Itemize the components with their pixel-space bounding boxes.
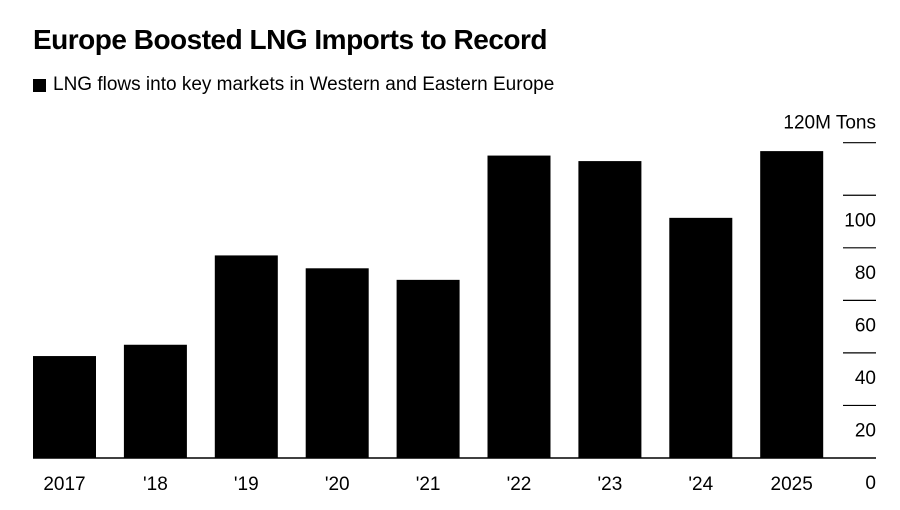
x-tick-label: '23 (598, 474, 623, 495)
y-tick-label: 100 (844, 210, 876, 231)
bar (123, 344, 187, 458)
bar (578, 161, 642, 458)
legend: LNG flows into key markets in Western an… (33, 74, 554, 96)
y-tick-label: 60 (855, 315, 876, 336)
bar (214, 255, 278, 458)
y-tick-label: 40 (855, 368, 876, 389)
chart-title: Europe Boosted LNG Imports to Record (33, 24, 548, 55)
bar (760, 151, 824, 458)
bar (396, 279, 460, 458)
x-tick-label: 2017 (43, 474, 85, 495)
x-tick-label: '18 (143, 474, 168, 495)
legend-label: LNG flows into key markets in Western an… (53, 74, 555, 95)
x-tick-label: '21 (416, 474, 441, 495)
y-tick-label: 20 (855, 420, 876, 441)
bar (487, 155, 551, 458)
bar (669, 217, 733, 458)
x-tick-label: '24 (688, 474, 713, 495)
y-tick-label: 80 (855, 263, 876, 284)
x-tick-label: '22 (507, 474, 532, 495)
bar (33, 356, 96, 458)
bar (305, 268, 369, 458)
y-tick-label: 120M Tons (783, 113, 876, 134)
legend-swatch (33, 78, 46, 92)
x-tick-label: '19 (234, 474, 259, 495)
y-tick-label: 0 (865, 473, 876, 494)
x-tick-label: 2025 (771, 474, 813, 495)
x-tick-label: '20 (325, 474, 350, 495)
